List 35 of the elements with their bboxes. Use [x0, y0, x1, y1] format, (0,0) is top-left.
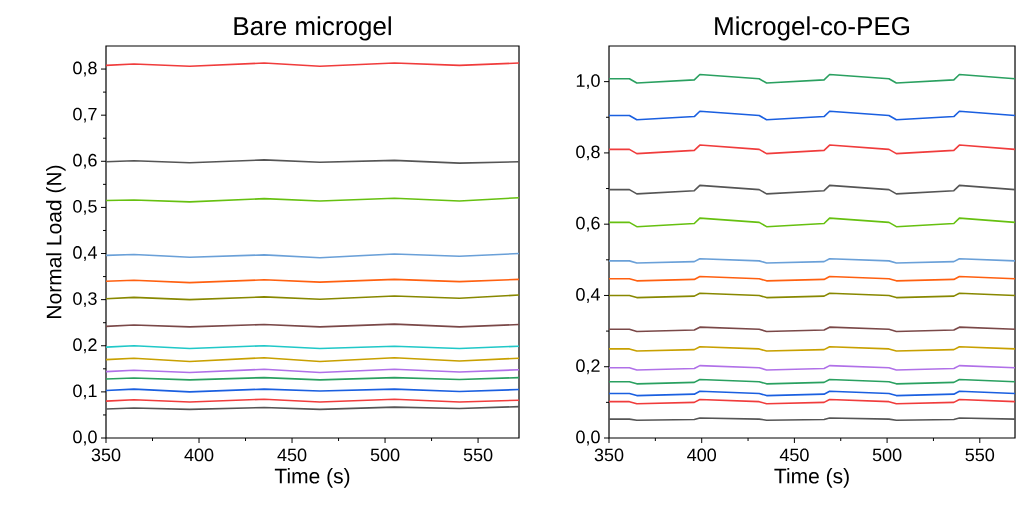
y-tick-label: 0,4	[576, 288, 600, 303]
line-series	[609, 144, 1016, 155]
x-tick-label: 550	[463, 448, 493, 462]
x-tick-label: 450	[277, 448, 307, 462]
line-series	[609, 73, 1016, 84]
x-axis-title: Time (s)	[774, 468, 849, 488]
y-tick-label: 0,6	[576, 216, 600, 232]
y-tick-label: 0,1	[73, 384, 97, 400]
x-tick-label: 400	[687, 448, 717, 462]
x-tick-label: 350	[91, 448, 121, 462]
y-tick-label: 0,5	[73, 199, 97, 215]
x-tick-label: 500	[872, 448, 902, 462]
y-tick-label: 0,8	[576, 145, 600, 161]
chart-title: Bare microgel	[234, 16, 391, 41]
y-tick-label: 0,8	[73, 61, 97, 77]
y-tick-label: 0,0	[576, 430, 600, 446]
y-tick-label: 0,2	[73, 338, 97, 354]
line-series	[609, 184, 1016, 195]
y-tick-label: 1,0	[576, 74, 600, 90]
x-tick-label: 450	[779, 448, 809, 462]
y-tick-label: 0,0	[73, 430, 97, 446]
line-series	[609, 217, 1016, 228]
y-tick-label: 0,2	[576, 359, 600, 375]
y-tick-label: 0,4	[73, 246, 97, 261]
y-tick-label: 0,3	[73, 292, 97, 308]
x-tick-label: 550	[965, 448, 995, 462]
x-axis-title: Time (s)	[274, 468, 350, 488]
x-tick-label: 350	[594, 448, 624, 462]
line-series	[609, 110, 1016, 121]
x-tick-label: 400	[184, 448, 214, 462]
y-axis-title: Normal Load (N)	[46, 165, 66, 318]
chart-title: Microgel-co-PEG	[715, 16, 910, 41]
y-tick-label: 0,7	[73, 107, 97, 123]
x-tick-label: 500	[370, 448, 400, 462]
y-tick-label: 0,6	[73, 153, 97, 169]
